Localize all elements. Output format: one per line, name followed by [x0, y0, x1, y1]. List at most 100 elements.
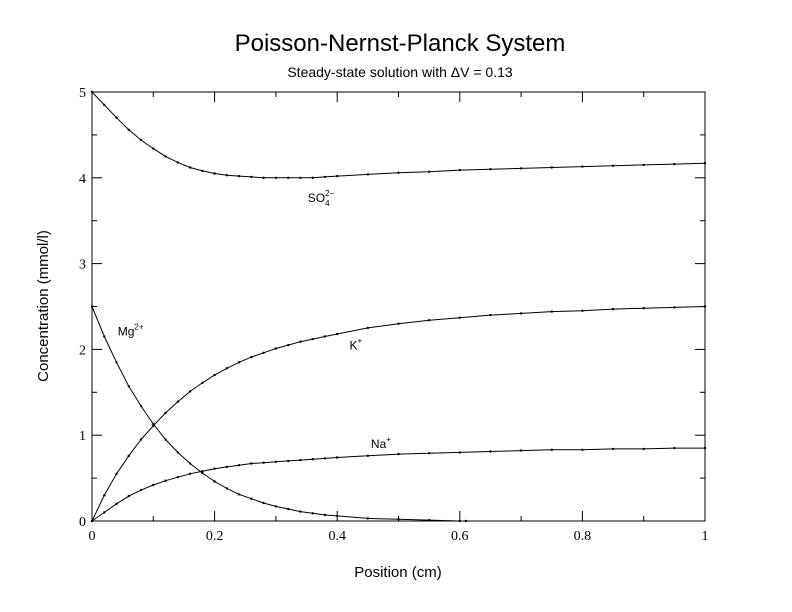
data-point-mg	[323, 513, 327, 517]
series-line-na	[91, 447, 705, 522]
plot-frame	[91, 91, 706, 522]
series-label-so: SO 2−4	[308, 189, 335, 208]
data-point-k	[237, 361, 241, 364]
data-point-k	[673, 306, 676, 309]
data-point-k	[323, 335, 327, 338]
data-point-na	[139, 488, 143, 492]
data-point-na	[519, 449, 523, 452]
data-point-mg	[397, 518, 400, 521]
y-tick-label: 0	[79, 515, 86, 530]
data-point-so	[213, 172, 216, 175]
data-point-mg	[176, 451, 179, 454]
data-point-so	[164, 155, 167, 158]
data-point-k	[703, 305, 707, 308]
data-point-na	[262, 461, 265, 464]
data-point-k	[287, 343, 290, 347]
data-point-k	[250, 355, 253, 359]
data-point-so	[611, 164, 615, 167]
data-point-k	[489, 313, 492, 317]
data-point-so	[274, 176, 278, 179]
data-point-so	[262, 176, 265, 179]
data-point-mg	[115, 361, 118, 364]
data-point-na	[550, 448, 553, 451]
x-tick-label: 0.8	[574, 529, 592, 544]
data-point-k	[519, 312, 523, 315]
data-point-mg	[139, 404, 143, 408]
series-layer	[90, 90, 707, 523]
data-point-so	[139, 138, 143, 142]
x-tick-label: 0.4	[328, 529, 346, 544]
chart-subtitle: Steady-state solution with ΔV = 0.13	[287, 64, 513, 80]
data-point-mg	[201, 471, 204, 475]
x-tick-label: 0	[89, 529, 96, 544]
data-point-mg	[287, 507, 290, 511]
data-point-k	[550, 310, 553, 313]
data-point-so	[550, 166, 553, 169]
y-tick-label: 1	[79, 429, 86, 444]
data-point-na	[287, 459, 290, 463]
series-label-sup: 2+	[134, 323, 143, 332]
x-axis-label: Position (cm)	[354, 564, 442, 581]
data-point-k	[428, 319, 431, 322]
data-point-na	[673, 446, 676, 450]
data-point-na	[323, 457, 327, 460]
data-point-na	[152, 483, 155, 487]
data-point-na	[489, 450, 492, 453]
data-point-so	[188, 166, 192, 169]
data-point-na	[176, 476, 179, 479]
data-point-k	[225, 367, 229, 370]
data-point-k	[611, 307, 615, 311]
data-point-na	[237, 464, 241, 467]
data-point-so	[299, 176, 302, 179]
data-point-k	[201, 381, 204, 385]
y-tick-label: 4	[79, 172, 86, 187]
data-point-na	[311, 458, 314, 461]
x-tick-label: 1	[702, 529, 709, 544]
data-point-k	[115, 472, 118, 475]
series-label-k: K +	[349, 336, 362, 352]
data-point-mg	[428, 518, 431, 522]
data-point-na	[428, 452, 431, 455]
series-line-k	[91, 306, 706, 522]
chart-title: Poisson-Nernst-Planck System	[235, 30, 566, 57]
data-point-na	[115, 502, 118, 505]
data-point-na	[336, 456, 339, 459]
data-point-k	[188, 390, 192, 393]
data-point-k	[458, 316, 461, 319]
data-point-k	[213, 373, 216, 377]
data-point-k	[262, 351, 265, 354]
y-axis-label: Concentration (mmol/l)	[35, 230, 52, 382]
data-point-na	[703, 446, 707, 450]
x-tick-label: 0.2	[206, 529, 224, 544]
data-point-so	[703, 162, 707, 165]
data-point-k	[336, 332, 339, 336]
data-point-k	[127, 454, 130, 457]
data-point-mg	[152, 422, 155, 426]
data-point-na	[201, 470, 204, 473]
series-label-sup: +	[357, 336, 362, 345]
data-point-so	[366, 173, 370, 176]
data-point-mg	[311, 512, 314, 515]
data-point-so	[127, 128, 130, 131]
series-labels: SO 2−4K +Na +Mg 2+	[118, 189, 392, 451]
data-point-mg	[299, 510, 302, 513]
data-point-k	[176, 400, 179, 403]
data-point-k	[139, 438, 143, 441]
data-point-so	[489, 168, 492, 171]
data-point-na	[188, 472, 192, 475]
data-point-na	[103, 511, 106, 514]
data-point-so	[428, 170, 431, 173]
data-point-so	[250, 175, 253, 179]
data-point-mg	[458, 519, 461, 523]
data-point-so	[581, 165, 584, 168]
data-point-so	[201, 169, 204, 173]
data-point-k	[274, 347, 278, 350]
data-point-na	[299, 458, 302, 462]
data-point-so	[176, 161, 179, 164]
data-point-so	[458, 168, 461, 172]
data-point-mg	[237, 493, 241, 496]
data-point-na	[397, 452, 400, 456]
series-label-sub: 4	[325, 199, 330, 208]
data-point-mg	[225, 487, 229, 490]
